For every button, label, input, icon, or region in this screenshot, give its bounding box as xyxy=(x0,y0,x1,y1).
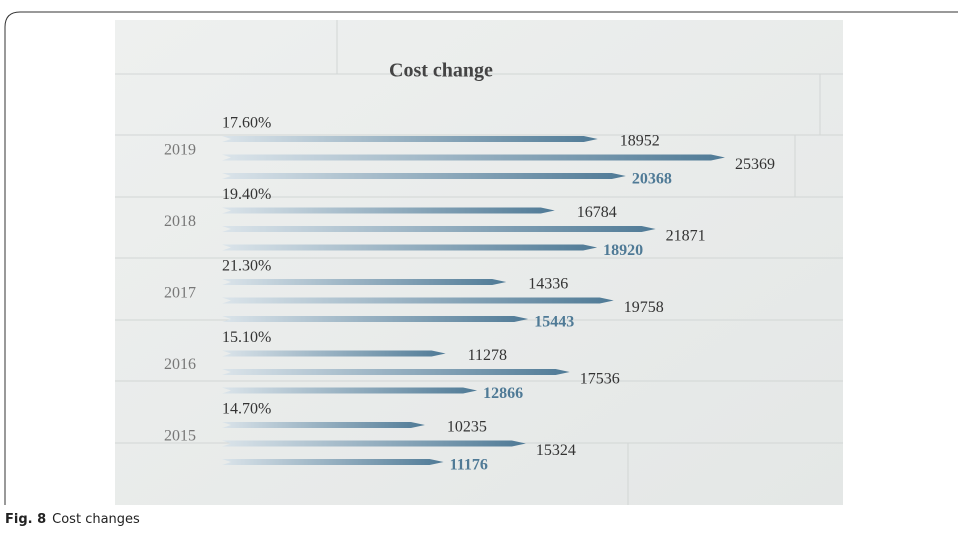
data-label: 11278 xyxy=(468,347,507,364)
data-label: 18920 xyxy=(603,242,643,259)
y-tick-label: 2015 xyxy=(164,428,196,445)
y-tick-label: 2018 xyxy=(164,213,196,230)
data-label: 12866 xyxy=(483,385,523,402)
bar xyxy=(222,459,444,465)
chart-title: Cost change xyxy=(389,60,493,82)
frame xyxy=(4,11,958,505)
bar xyxy=(222,297,614,304)
annotation: 15.10% xyxy=(222,329,271,346)
bar xyxy=(222,316,529,322)
annotation: 21.30% xyxy=(222,258,271,275)
bar xyxy=(222,440,526,447)
bar xyxy=(222,387,478,394)
bar xyxy=(222,207,555,214)
data-label: 14336 xyxy=(528,276,568,293)
figure-frame: Cost change 2019 17.60% 18952 25369 20368 201… xyxy=(4,11,958,505)
bar xyxy=(222,369,570,375)
bar xyxy=(222,279,507,285)
caption-label: Fig. 8 xyxy=(5,512,47,527)
data-label: 18952 xyxy=(620,133,660,150)
caption-text: Cost changes xyxy=(52,512,140,527)
bar xyxy=(222,136,598,142)
data-label: 15324 xyxy=(536,442,576,459)
data-label: 10235 xyxy=(447,419,487,436)
data-label: 15443 xyxy=(534,314,574,331)
data-label: 11176 xyxy=(450,457,488,474)
caption: Fig. 8 Cost changes xyxy=(5,512,140,527)
annotation: 14.70% xyxy=(222,401,271,418)
data-label: 21871 xyxy=(666,228,706,245)
annotation: 19.40% xyxy=(222,186,271,203)
y-tick-label: 2016 xyxy=(164,356,196,373)
data-label: 17536 xyxy=(580,371,620,388)
data-label: 19758 xyxy=(624,299,664,316)
bar xyxy=(222,173,626,179)
data-label: 25369 xyxy=(735,156,775,173)
annotation: 17.60% xyxy=(222,115,271,132)
data-label: 20368 xyxy=(632,171,672,188)
bar xyxy=(222,422,425,428)
bar xyxy=(222,350,446,357)
y-tick-label: 2017 xyxy=(164,285,196,302)
bar xyxy=(222,244,598,251)
bar xyxy=(222,154,725,161)
bar xyxy=(222,226,656,232)
data-label: 16784 xyxy=(577,204,617,221)
y-tick-label: 2019 xyxy=(164,142,196,159)
